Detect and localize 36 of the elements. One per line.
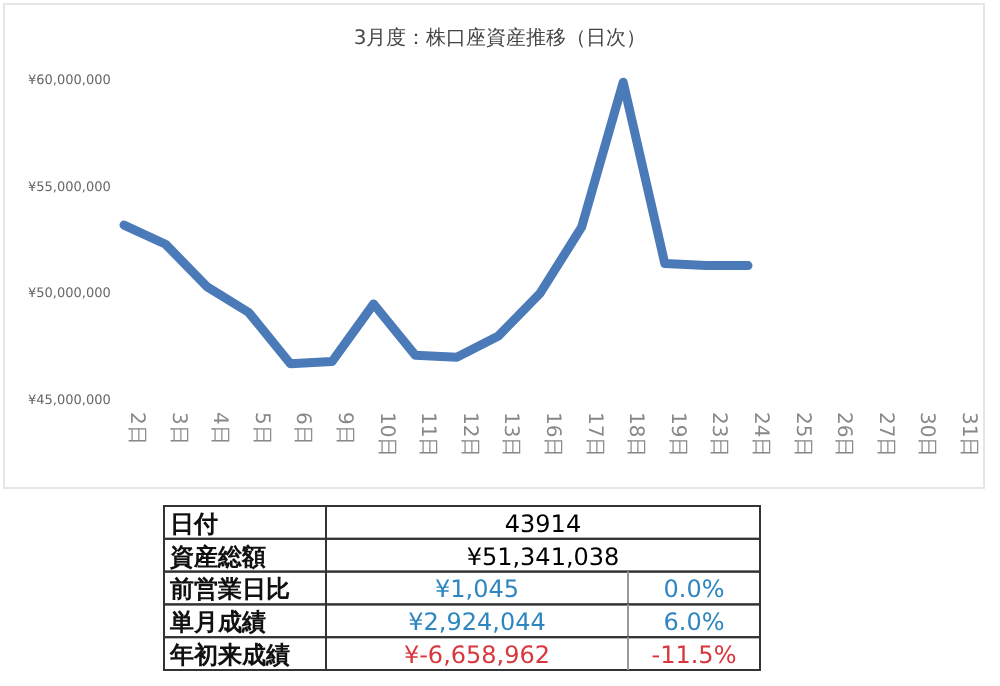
- x-tick-label: 13日: [499, 412, 522, 458]
- text: ¥-6,658,962: [403, 641, 551, 669]
- text: 日付: [170, 509, 218, 538]
- text: 6.0%: [663, 608, 725, 637]
- line-series: [119, 77, 753, 369]
- text: 43914: [504, 509, 582, 538]
- x-tick-label: 17日: [582, 412, 605, 458]
- x-tick-label: 3日: [166, 412, 189, 445]
- chart-title: 3月度：株口座資産推移（日次）: [353, 26, 647, 50]
- x-tick-label: 2日: [125, 412, 147, 445]
- text: 0.0%: [663, 575, 725, 604]
- x-tick-label: 23日: [707, 412, 730, 458]
- x-tick-label: 4日: [208, 412, 231, 445]
- x-tick-label: 11日: [416, 412, 439, 458]
- x-tick-label: 5日: [249, 412, 272, 445]
- x-tick-label: 18日: [624, 412, 647, 458]
- text: 年初来成績: [168, 641, 290, 669]
- x-tick-label: 9日: [333, 412, 355, 445]
- x-tick-label: 30日: [915, 412, 938, 458]
- x-tick-label: 24日: [749, 412, 771, 458]
- x-tick-label: 31日: [957, 412, 979, 458]
- x-tick-label: 25日: [790, 412, 813, 458]
- x-tick-label: 19日: [665, 412, 688, 458]
- x-tick-label: 10日: [374, 412, 397, 458]
- x-tick-label: 27日: [873, 412, 896, 458]
- x-tick-label: 16日: [541, 412, 563, 458]
- text: ¥51,341,038: [466, 542, 620, 571]
- x-tick-label: 12日: [457, 412, 480, 458]
- text: ¥1,045: [435, 575, 519, 604]
- text: -11.5%: [651, 641, 737, 669]
- text: 資産総額: [168, 542, 266, 571]
- text: 単月成績: [168, 608, 266, 637]
- text: 前営業日比: [168, 575, 290, 604]
- x-tick-label: 6日: [291, 412, 314, 445]
- x-tick-label: 26日: [832, 412, 855, 458]
- text: ¥2,924,044: [408, 608, 546, 637]
